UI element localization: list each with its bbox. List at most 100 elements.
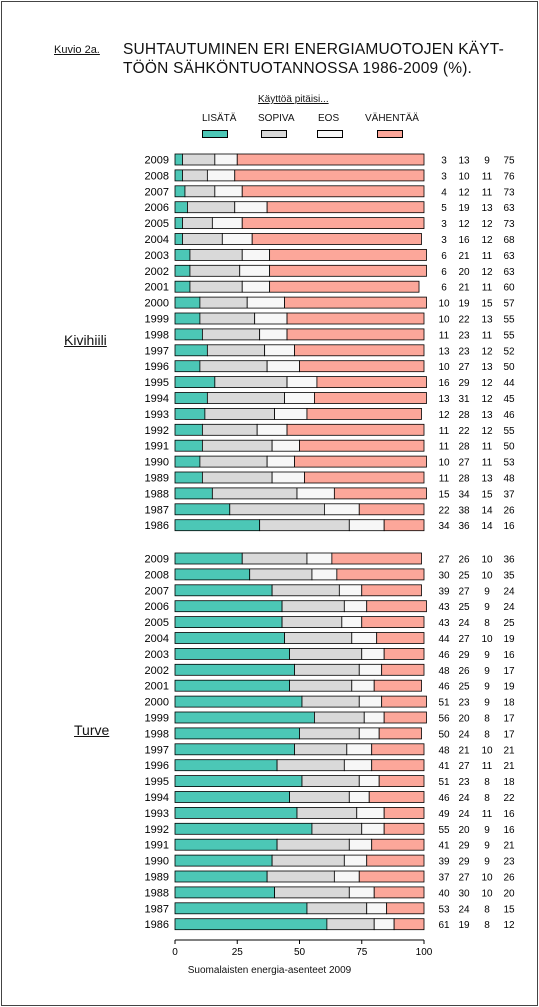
data-label: 63 [503,203,515,214]
bar-segment [234,201,268,214]
year-label: 1997 [145,744,169,756]
data-label: 75 [503,156,515,167]
year-label: 1989 [145,473,169,485]
year-label: 1996 [145,361,169,373]
bar-segment [371,759,425,772]
bar-segment [371,838,425,851]
legend-label: LISÄTÄ [202,113,237,124]
data-label: 37 [503,489,515,500]
bar-segment [174,503,231,516]
bar-segment [343,854,368,867]
legend-label: VÄHENTÄÄ [365,113,419,124]
year-label: 1993 [145,808,169,820]
bar-segment [304,471,425,484]
bar-segment [174,616,283,628]
bar-segment [306,552,333,565]
data-label: 18 [503,698,515,709]
bar-segment [358,695,383,708]
data-label: 41 [438,761,450,772]
data-label: 27 [458,634,470,645]
data-label: 11 [482,809,493,820]
data-label: 39 [438,586,450,597]
data-label: 9 [484,602,490,613]
data-label: 40 [438,888,450,899]
bar-segment [294,455,427,468]
bar-segment [174,568,251,581]
bar-segment [314,392,427,404]
data-label: 4 [441,187,447,198]
data-label: 55 [503,426,515,437]
data-label: 73 [503,219,515,230]
bar-segment [241,248,271,261]
data-label: 16 [438,378,450,389]
data-label: 48 [438,745,450,756]
x-tick-label: 25 [232,947,244,958]
bar-segment [356,807,385,819]
data-label: 27 [458,586,470,597]
data-label: 12 [481,235,493,246]
year-label: 2000 [145,298,169,310]
data-label: 23 [458,346,470,357]
bar-segment [174,519,261,532]
bar-segment [234,169,425,182]
bar-segment [383,711,427,724]
data-label: 12 [458,219,470,230]
data-label: 24 [458,793,470,804]
data-label: 21 [503,841,515,852]
data-label: 27 [458,761,470,772]
data-label: 12 [481,426,493,437]
data-label: 20 [458,825,470,836]
bar-segment [361,584,422,597]
bar-segment [333,870,360,883]
legend-swatch [317,130,343,138]
data-label: 24 [458,729,470,740]
bar-segment [276,838,350,851]
bar-segment [211,217,243,230]
bar-segment [201,471,273,484]
data-label: 8 [484,777,490,788]
bar-segment [174,360,201,373]
data-label: 25 [503,618,515,629]
year-label: 2003 [145,649,169,661]
legend-swatch [202,130,228,138]
data-label: 20 [503,888,515,899]
year-label: 2007 [145,186,169,198]
year-label: 1986 [145,919,169,931]
data-label: 22 [458,426,470,437]
data-label: 12 [503,920,515,931]
data-label: 24 [458,618,470,629]
bar-segment [211,487,298,500]
bar-segment [204,407,276,420]
data-label: 26 [458,555,470,566]
bar-segment [174,791,290,803]
bar-segment [251,233,422,245]
bar-segment [383,807,425,819]
data-label: 16 [503,521,515,532]
data-label: 8 [484,920,490,931]
bar-segment [214,185,243,198]
data-label: 9 [484,156,490,167]
data-label: 12 [481,394,493,405]
bar-segment [348,838,373,851]
data-label: 45 [503,394,515,405]
bar-segment [301,695,360,708]
data-label: 50 [503,442,515,453]
data-label: 10 [481,570,493,581]
bar-segment [201,439,273,452]
year-label: 1991 [145,441,169,453]
chart-title: SUHTAUTUMINEN ERI ENERGIAMUOTOJEN KÄYT- … [123,40,523,78]
bar-segment [199,312,256,325]
bar-segment [281,600,345,613]
data-label: 13 [481,203,493,214]
data-label: 12 [481,267,493,278]
bar-segment [182,169,208,182]
bar-segment [189,264,241,277]
bar-segment [271,439,300,452]
chart-title-line1: SUHTAUTUMINEN ERI ENERGIAMUOTOJEN KÄYT- [123,41,504,58]
data-label: 16 [458,235,470,246]
bar-segment [271,471,305,484]
data-label: 20 [458,714,470,725]
data-label: 63 [503,251,515,262]
year-label: 2006 [145,202,169,214]
